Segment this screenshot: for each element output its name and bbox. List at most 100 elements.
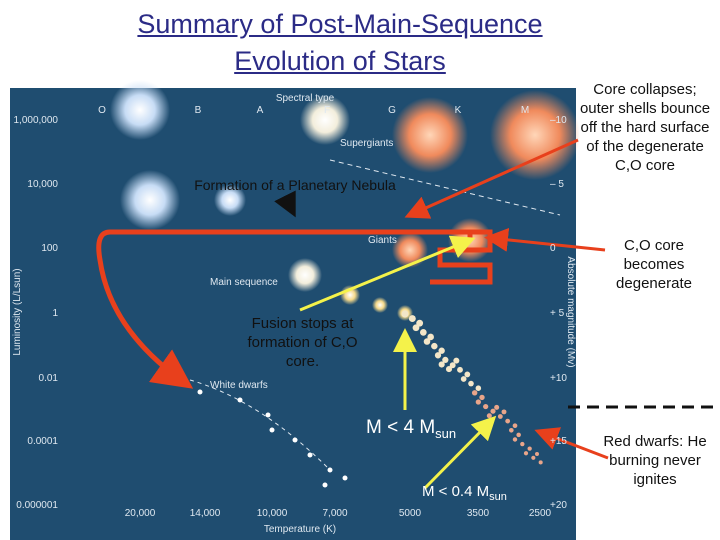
star [445, 366, 453, 373]
temperature-tick: 3500 [467, 508, 490, 519]
collapse-arrow [404, 138, 579, 219]
star [265, 412, 271, 418]
star [342, 475, 348, 481]
spectral-type: B [195, 105, 202, 116]
mass-label: M < 4 Msun [366, 418, 516, 443]
star [516, 432, 521, 438]
star [460, 376, 467, 382]
temperature-label: Temperature (K) [264, 524, 336, 535]
luminosity-tick: 1 [52, 308, 58, 319]
star [110, 80, 170, 140]
star [512, 437, 518, 442]
region-label: Giants [368, 235, 397, 246]
star [512, 423, 518, 429]
star [494, 404, 500, 410]
luminosity-tick: 0.0001 [27, 436, 58, 447]
star [237, 397, 243, 403]
white-dwarf-track [189, 379, 331, 471]
star [214, 184, 246, 216]
star [292, 437, 298, 443]
temperature-tick: 2500 [529, 508, 552, 519]
spectral-type: K [455, 105, 462, 116]
star [501, 409, 507, 415]
star [483, 403, 489, 410]
star [322, 482, 328, 488]
temperature-tick: 20,000 [125, 508, 156, 519]
star [412, 324, 420, 332]
star [505, 418, 511, 424]
red-dwarf-arrow [534, 427, 609, 460]
temperature-tick: 10,000 [257, 508, 288, 519]
mass-subscript: sun [489, 491, 507, 503]
spectral-type: A [257, 105, 264, 116]
magnitude-tick: +20 [550, 500, 567, 511]
star [449, 362, 456, 369]
magnitude-label: Absolute magnitude (Mv) [565, 256, 576, 367]
luminosity-tick: 0.01 [39, 373, 59, 384]
star [523, 451, 529, 456]
spectral-type: M [521, 105, 529, 116]
luminosity-tick: 10,000 [27, 179, 58, 190]
star [438, 361, 445, 368]
star [471, 390, 478, 396]
star [464, 371, 471, 378]
mass-subscript: sun [435, 425, 457, 441]
yellow-arrow [299, 235, 476, 312]
annotation: Core collapses; outer shells bounce off … [579, 81, 711, 174]
temperature-tick: 7,000 [322, 508, 347, 519]
star [392, 232, 428, 268]
star [288, 258, 322, 292]
mass-text: M < 0.4 M [422, 483, 490, 500]
magnitude-tick: 0 [550, 243, 556, 254]
star [538, 460, 543, 465]
supergiant-track [329, 159, 561, 216]
star [416, 319, 424, 327]
star [392, 97, 468, 173]
luminosity-label: Luminosity (L/Lsun) [12, 268, 23, 355]
star [269, 427, 275, 433]
magnitude-tick: – 5 [550, 179, 564, 190]
magnitude-tick: –10 [550, 115, 567, 126]
star [442, 356, 449, 364]
star [431, 342, 438, 350]
star [307, 452, 313, 458]
star [120, 170, 180, 230]
degenerate-arrow [484, 227, 606, 252]
star [490, 90, 580, 180]
star [457, 366, 463, 373]
star [327, 467, 333, 473]
temperature-tick: 14,000 [190, 508, 221, 519]
star [438, 347, 445, 354]
star [531, 455, 536, 460]
region-label: Main sequence [210, 277, 278, 288]
spectral-type: O [98, 105, 106, 116]
mass-text: M < 4 M [366, 417, 436, 438]
star [434, 352, 442, 359]
annotation: Fusion stops at formation of C,O core. [247, 315, 358, 370]
region-label: White dwarfs [210, 380, 268, 391]
star [497, 414, 503, 419]
star [468, 380, 474, 387]
star [427, 333, 434, 341]
magnitude-tick: +15 [550, 436, 567, 447]
star [475, 399, 481, 405]
star [479, 394, 485, 401]
evolution-path [96, 229, 473, 389]
spectral-label: Spectral type [276, 93, 335, 104]
star [300, 95, 350, 145]
star [423, 338, 431, 345]
star [401, 310, 409, 318]
star [535, 452, 539, 456]
luminosity-tick: 1,000,000 [14, 115, 59, 126]
magnitude-tick: +10 [550, 373, 567, 384]
spectral-type: G [388, 105, 396, 116]
star [520, 441, 525, 447]
star [419, 329, 427, 336]
title: Summary of Post-Main-Sequence Evolution o… [60, 6, 620, 80]
star [372, 297, 388, 313]
star [509, 427, 514, 433]
star [490, 408, 496, 414]
annotation: C,O core becomes degenerate [616, 237, 692, 292]
